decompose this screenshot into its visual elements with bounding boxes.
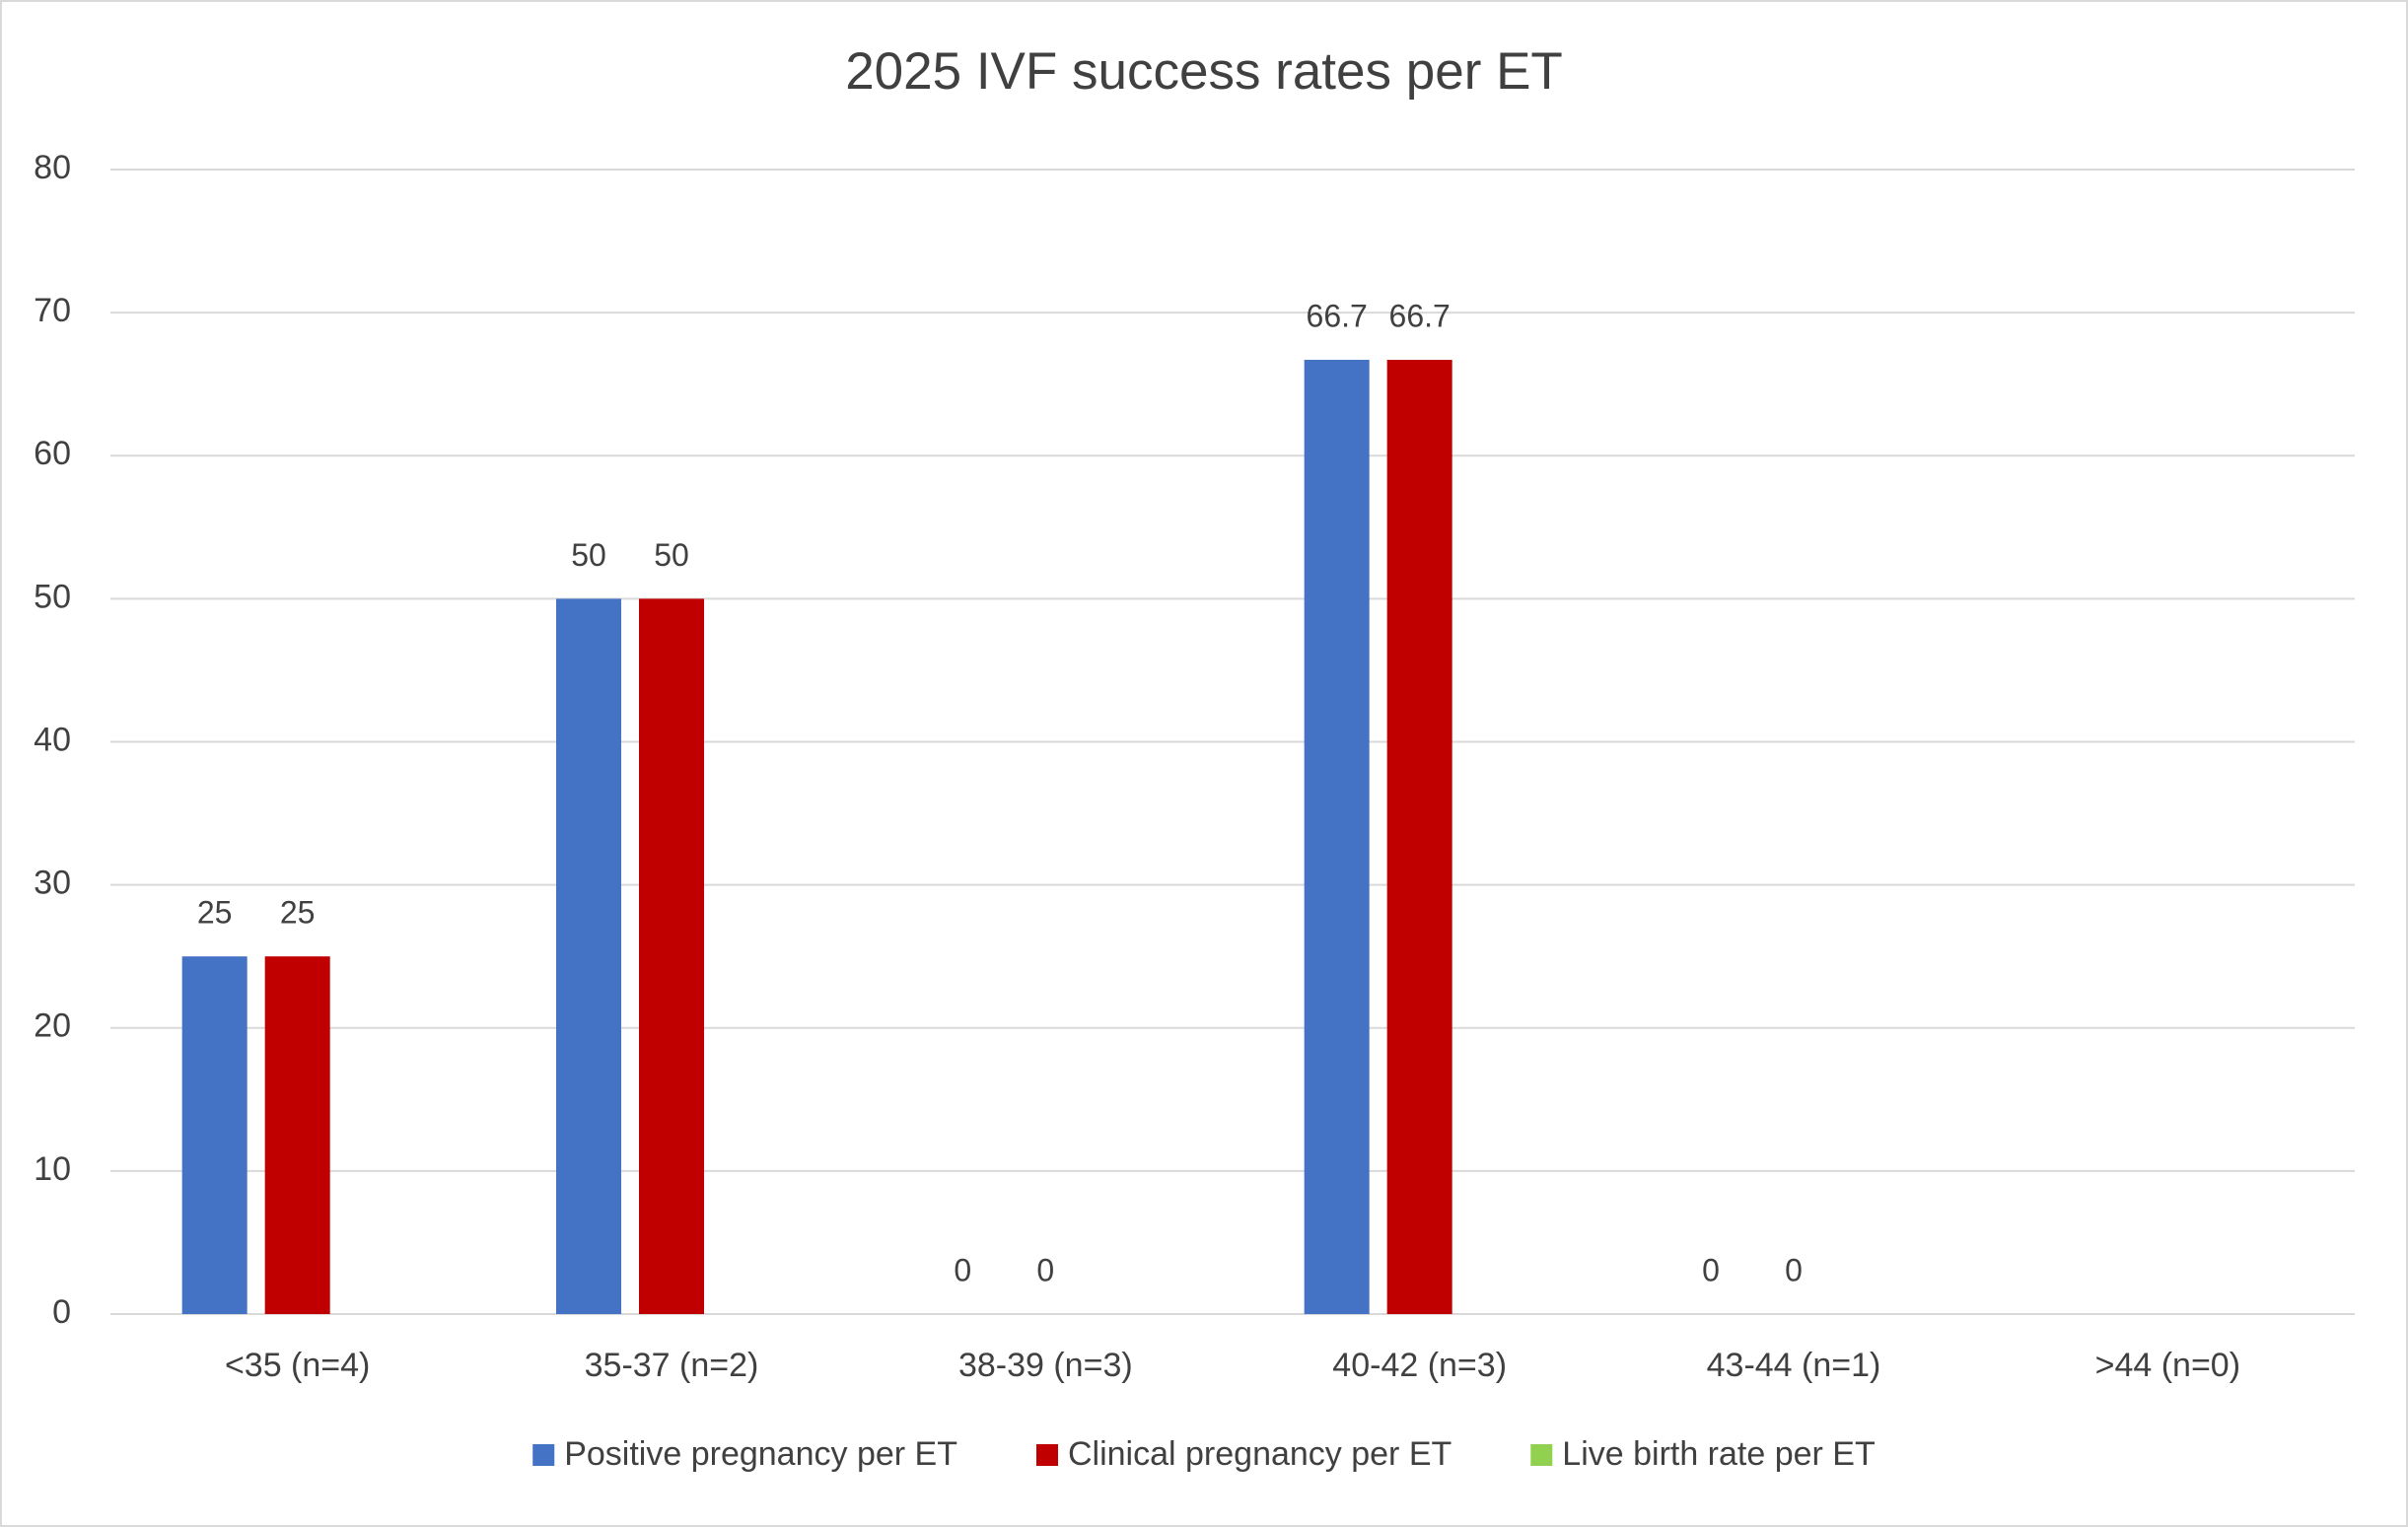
x-tick-label: 43-44 (n=1) [1707, 1347, 1881, 1384]
y-tick-label: 80 [34, 149, 71, 186]
legend-swatch [532, 1444, 555, 1466]
y-tick-label: 10 [34, 1150, 71, 1188]
y-tick-label: 40 [34, 721, 71, 758]
legend-label: Live birth rate per ET [1562, 1435, 1875, 1473]
data-label: 25 [197, 895, 233, 931]
data-label: 0 [1785, 1252, 1803, 1287]
bar [556, 598, 621, 1314]
data-label: 0 [1702, 1252, 1720, 1287]
x-tick-label: <35 (n=4) [225, 1347, 370, 1384]
bar [1386, 360, 1452, 1314]
x-tick-label: 35-37 (n=2) [585, 1347, 759, 1384]
y-tick-label: 0 [52, 1293, 71, 1331]
x-tick-label: 40-42 (n=3) [1332, 1347, 1507, 1384]
chart-title: 2025 IVF success rates per ET [845, 42, 1563, 101]
data-label: 50 [571, 537, 606, 573]
bar [181, 956, 248, 1314]
data-label: 0 [1036, 1252, 1054, 1287]
bar [264, 956, 330, 1314]
bar [1304, 360, 1370, 1314]
legend-label: Positive pregnancy per ET [564, 1435, 957, 1473]
legend-label: Clinical pregnancy per ET [1068, 1435, 1452, 1473]
y-tick-label: 30 [34, 865, 71, 902]
bar [639, 598, 704, 1314]
y-tick-label: 60 [34, 435, 71, 472]
legend-swatch [1530, 1444, 1553, 1466]
data-label: 0 [954, 1252, 971, 1287]
data-label: 25 [280, 895, 316, 931]
y-tick-label: 70 [34, 292, 71, 329]
data-label: 50 [654, 537, 689, 573]
legend-swatch [1035, 1444, 1058, 1466]
data-label: 66.7 [1307, 298, 1368, 333]
x-tick-label: 38-39 (n=3) [958, 1347, 1133, 1384]
y-tick-label: 50 [34, 578, 71, 615]
data-label: 66.7 [1389, 298, 1451, 333]
x-tick-label: >44 (n=0) [2095, 1347, 2240, 1384]
y-tick-label: 20 [34, 1007, 71, 1045]
